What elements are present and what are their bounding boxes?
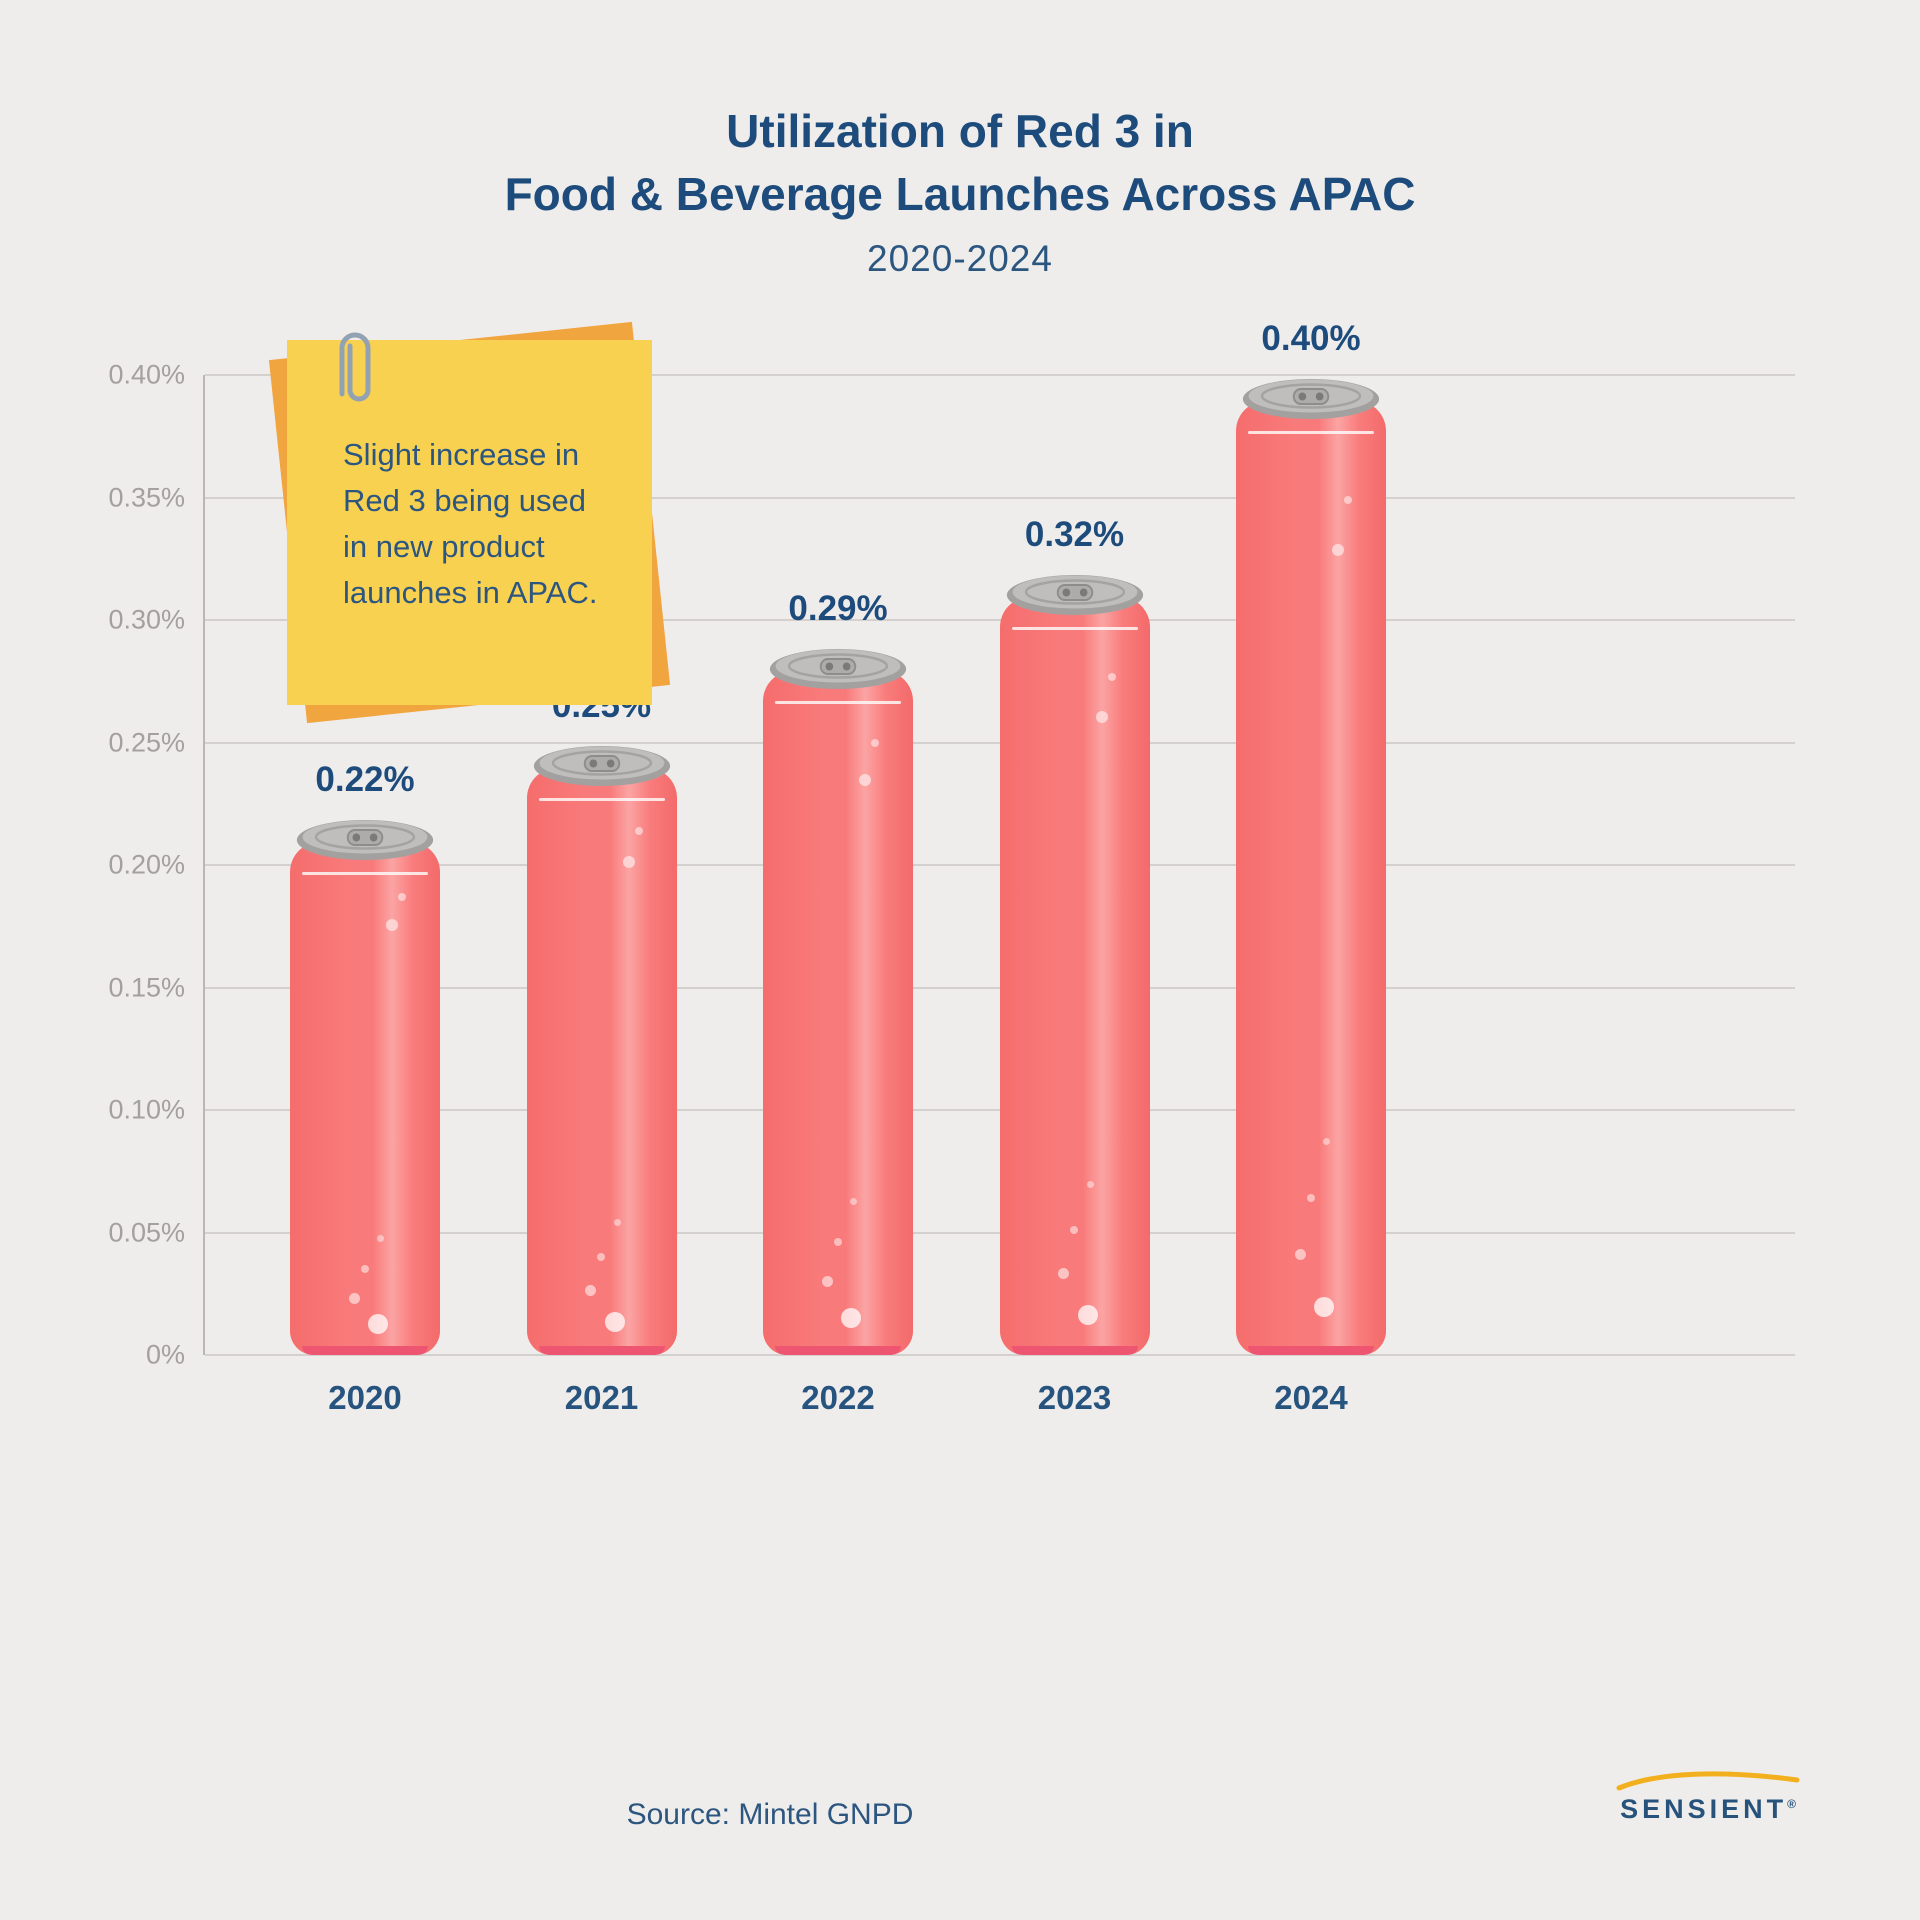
gridline: 0.35%	[108, 482, 1795, 512]
title-line-1: Utilization of Red 3 in	[726, 105, 1194, 157]
y-tick-label: 0.15%	[108, 972, 185, 1002]
bubble-icon	[1332, 544, 1344, 557]
y-axis-line	[203, 375, 205, 1355]
source-text: Source: Mintel GNPD	[626, 1798, 914, 1831]
logo-text: SENSIENT	[1620, 1794, 1788, 1824]
logo-swoosh-icon	[1616, 1771, 1800, 1791]
bar-value-label: 0.22%	[315, 760, 415, 799]
y-tick-label: 0.35%	[108, 482, 185, 512]
bubble-icon	[613, 1218, 621, 1226]
can-lid-icon	[530, 742, 674, 788]
can-shine-line	[538, 798, 665, 801]
bubble-icon	[386, 918, 398, 931]
y-tick-label: 0.10%	[108, 1094, 185, 1125]
bar-year-label: 2020	[328, 1379, 402, 1416]
bar-chart-plot: 0% 0.05% 0.10% 0.15% 0.20% 0.25% 0.30% 0.35% 0.4…	[108, 319, 1795, 1416]
bar-can: 0.29% 2022	[763, 589, 913, 1416]
can-body	[763, 671, 913, 1355]
bubble-icon	[1314, 1296, 1334, 1317]
can-body	[290, 842, 440, 1355]
can-body	[999, 597, 1150, 1355]
y-tick-label: 0.20%	[108, 849, 185, 880]
bubble-icon	[1294, 1248, 1306, 1260]
sticky-note-text: Slight increase in Red 3 being used in n…	[343, 432, 622, 616]
bar-year-label: 2023	[1037, 1379, 1112, 1416]
sticky-note: Slight increase in Red 3 being used in n…	[268, 321, 671, 724]
can-body	[1236, 401, 1386, 1355]
note-line: launches in APAC.	[343, 574, 598, 610]
can-shine-line	[775, 701, 901, 704]
bubble-icon	[1107, 672, 1116, 681]
title-line-2: Food & Beverage Launches Across APAC	[504, 168, 1416, 221]
bubble-icon	[871, 739, 879, 748]
bubble-icon	[1344, 496, 1352, 505]
gridline: 0%	[146, 1340, 1795, 1370]
bar-can: 0.32% 2023	[999, 515, 1150, 1416]
bar-can: 0.40% 2024	[1236, 319, 1386, 1416]
bubble-icon	[1077, 1304, 1098, 1325]
bubble-icon	[597, 1253, 605, 1262]
bubble-icon	[821, 1275, 833, 1287]
bar-value-label: 0.32%	[1024, 515, 1125, 554]
page-subtitle: 2020-2024	[867, 238, 1053, 279]
bubble-icon	[1306, 1194, 1315, 1203]
bubble-icon	[377, 1235, 384, 1243]
sensient-logo: SENSIENT®	[1608, 1768, 1808, 1825]
bar-year-label: 2022	[801, 1379, 875, 1416]
can-lid-icon	[1003, 571, 1147, 617]
y-tick-label: 0.30%	[108, 604, 185, 635]
can-shine-line	[1011, 627, 1138, 630]
bubble-icon	[368, 1314, 388, 1335]
bubble-icon	[1070, 1225, 1078, 1234]
can-shine-line	[302, 872, 428, 875]
bar-year-label: 2024	[1274, 1379, 1348, 1416]
bubble-icon	[398, 893, 406, 902]
can-body	[526, 768, 677, 1355]
paperclip-icon	[335, 326, 379, 423]
note-line: in new product	[343, 528, 545, 564]
y-tick-label: 0%	[145, 1339, 185, 1370]
bar-value-label: 0.29%	[788, 589, 888, 628]
bar-can: 0.25% 2021	[526, 686, 677, 1416]
gridline: 0.40%	[108, 360, 1795, 390]
note-line: Red 3 being used	[343, 482, 587, 518]
bubble-icon	[348, 1292, 360, 1304]
bubble-icon	[841, 1307, 861, 1328]
bar-can: 0.22% 2020	[290, 760, 440, 1416]
bubble-icon	[1058, 1268, 1069, 1280]
bubble-icon	[604, 1311, 625, 1332]
logo-wordmark: SENSIENT®	[1608, 1794, 1808, 1825]
can-lid-icon	[1239, 375, 1383, 421]
can-lid-icon	[293, 816, 437, 862]
bubble-icon	[850, 1197, 857, 1205]
bubble-icon	[622, 856, 635, 869]
sticky-note-front-layer	[287, 340, 652, 705]
bubble-icon	[859, 773, 871, 786]
bubble-icon	[585, 1285, 596, 1297]
y-tick-label: 0.25%	[108, 727, 185, 757]
y-tick-label: 0.40%	[108, 359, 185, 390]
page-title: Utilization of Red 3 in Food & Beverage …	[0, 100, 1920, 227]
bubble-icon	[634, 826, 643, 835]
bubble-icon	[1095, 710, 1108, 723]
can-lid-icon	[766, 645, 910, 691]
bubble-icon	[360, 1264, 369, 1273]
bubble-icon	[1323, 1138, 1330, 1146]
can-shine-line	[1248, 431, 1374, 434]
y-tick-label: 0.05%	[108, 1217, 185, 1247]
logo-registered-mark: ®	[1787, 1797, 1796, 1811]
bar-year-label: 2021	[564, 1379, 639, 1416]
bar-value-label: 0.40%	[1261, 319, 1361, 358]
bubble-icon	[833, 1237, 842, 1246]
bubble-icon	[1086, 1181, 1094, 1189]
note-line: Slight increase in	[343, 437, 580, 472]
